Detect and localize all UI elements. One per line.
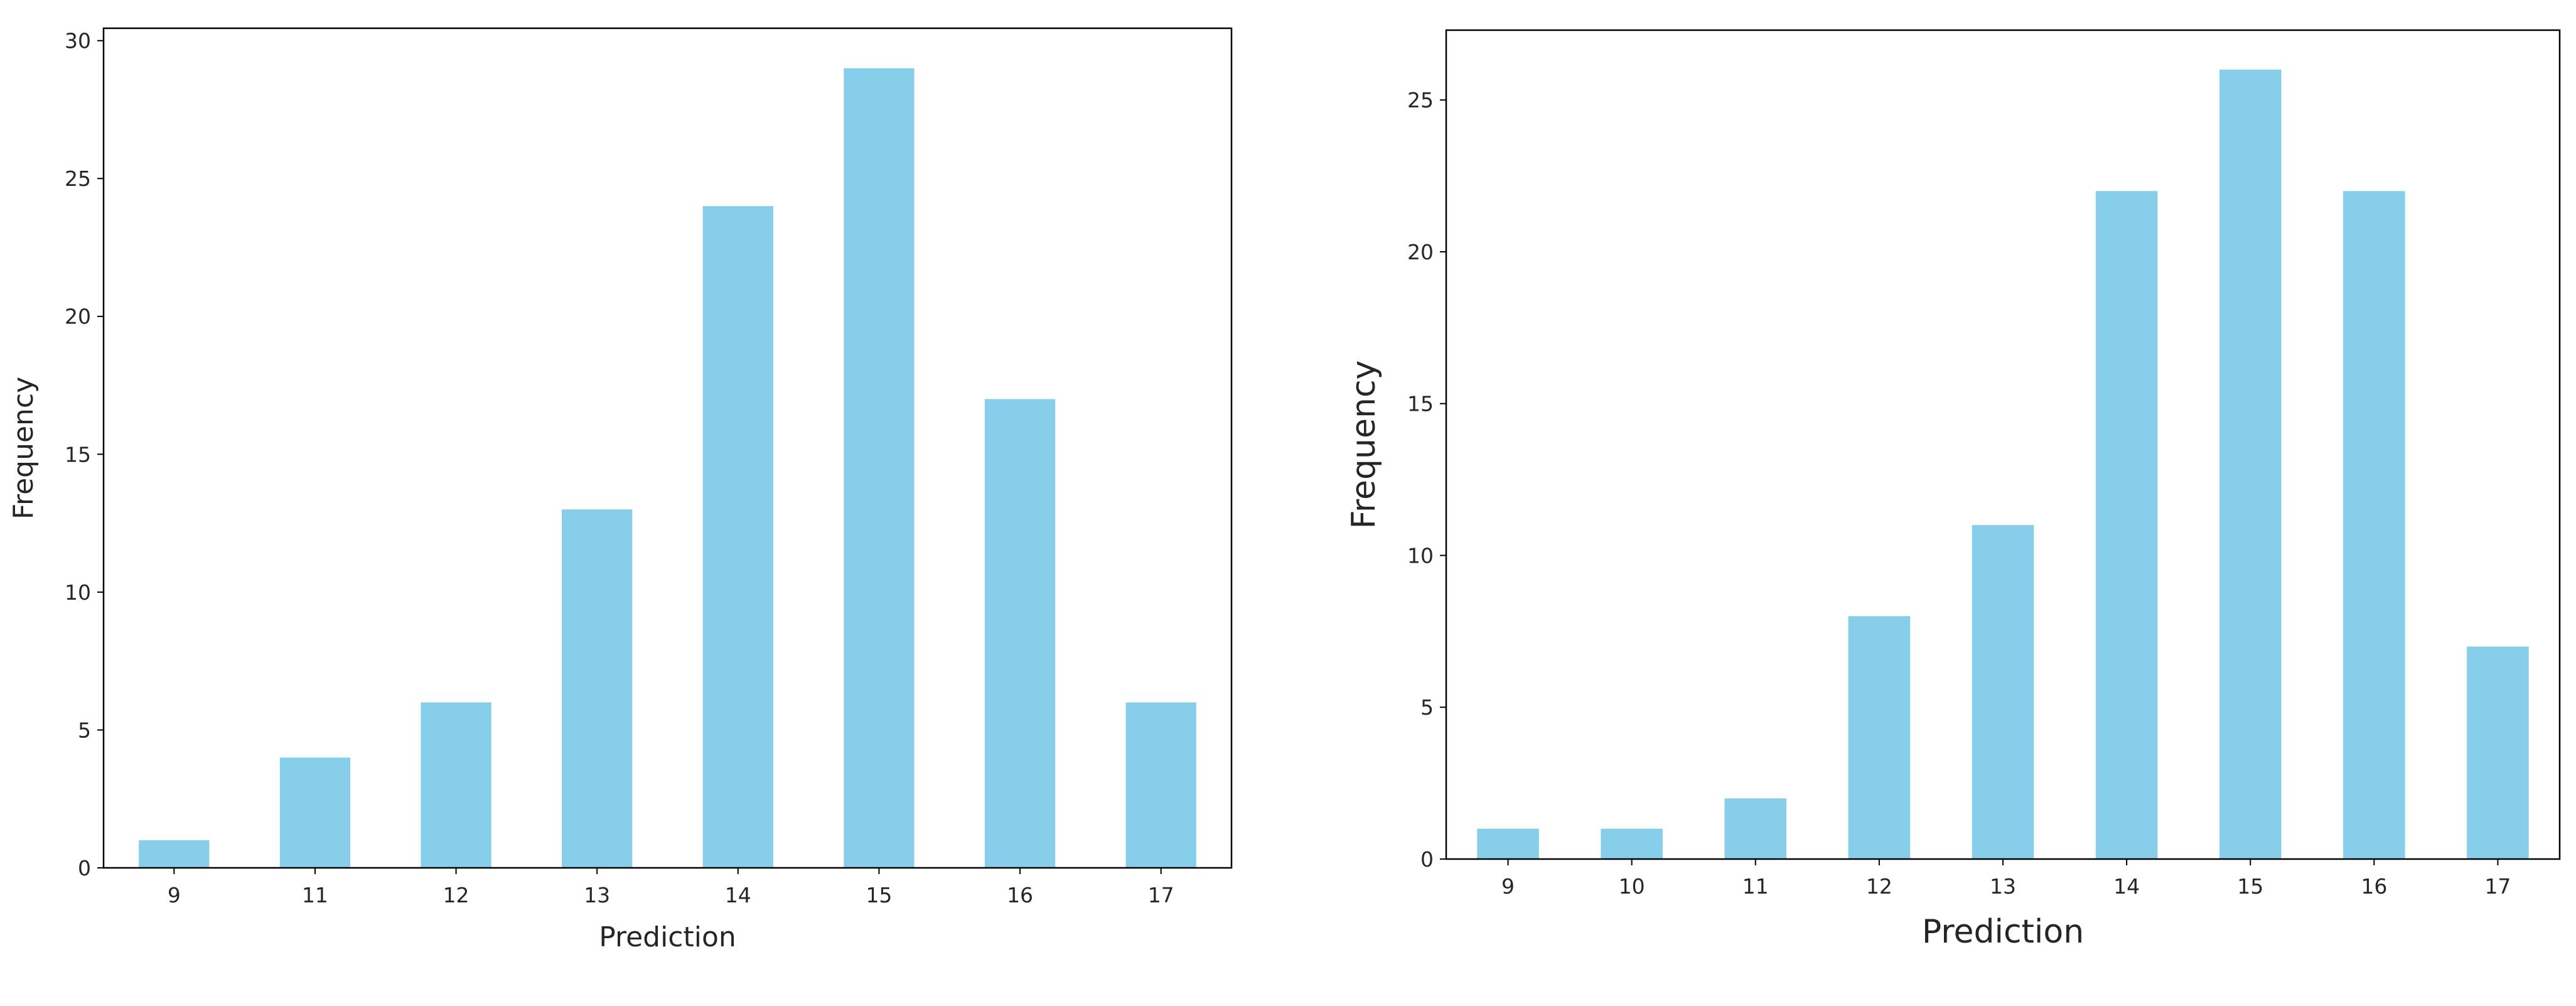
y-axis-label: Frequency [8, 377, 40, 519]
bar-14 [702, 206, 773, 868]
x-tick-label: 13 [584, 883, 610, 907]
bar-9 [139, 840, 210, 868]
x-tick-label: 9 [1501, 874, 1515, 899]
y-tick-label: 5 [78, 718, 91, 742]
y-tick-label: 25 [65, 166, 91, 191]
bar-17 [1125, 702, 1196, 868]
x-axis-label: Prediction [1922, 913, 2084, 951]
x-tick-label: 17 [1148, 883, 1174, 907]
bar-13 [1972, 525, 2034, 859]
bar-15 [844, 68, 915, 868]
bar-9 [1477, 828, 1539, 859]
y-tick-label: 10 [65, 580, 91, 605]
x-tick-label: 9 [168, 883, 181, 907]
x-tick-label: 16 [1007, 883, 1033, 907]
bar-16 [984, 399, 1056, 868]
y-axis-label: Frequency [1345, 360, 1383, 529]
axes-frame [102, 27, 1233, 869]
y-tick-label: 0 [1420, 847, 1434, 872]
x-tick-label: 12 [1866, 874, 1892, 899]
bar-17 [2467, 646, 2529, 859]
x-tick-label: 11 [302, 883, 328, 907]
y-tick-label: 20 [1407, 240, 1434, 264]
left-chart: 9 11 12 13 14 15 16 17 0 5 10 15 20 25 30 Prediction Fre… [8, 27, 1233, 953]
x-tick-label: 14 [2113, 874, 2140, 899]
x-tick-label: 16 [2361, 874, 2387, 899]
y-tick-label: 25 [1407, 88, 1434, 112]
x-tick-label: 13 [1990, 874, 2016, 899]
x-tick-label: 15 [866, 883, 892, 907]
y-tick-label: 20 [65, 305, 91, 329]
bar-12 [421, 702, 491, 868]
bar-12 [1848, 616, 1911, 859]
bar-11 [279, 757, 351, 868]
x-tick-label: 10 [1619, 874, 1645, 899]
right-chart: 9 10 11 12 13 14 15 16 17 0 5 10 15 20 25 Prediction Fre… [1345, 29, 2561, 951]
bar-10 [1601, 828, 1663, 859]
y-tick-label: 5 [1420, 695, 1434, 720]
y-tick-label: 15 [65, 442, 91, 467]
x-tick-label: 17 [2484, 874, 2511, 899]
y-tick-label: 30 [65, 29, 91, 53]
x-tick-label: 14 [725, 883, 751, 907]
bar-15 [2219, 69, 2282, 860]
bar-16 [2343, 191, 2405, 859]
x-axis-label: Prediction [599, 921, 736, 953]
bar-13 [562, 509, 633, 868]
y-tick-label: 10 [1407, 543, 1434, 568]
y-tick-label: 0 [78, 856, 91, 880]
x-tick-label: 12 [443, 883, 470, 907]
y-tick-label: 15 [1407, 392, 1434, 416]
bar-14 [2095, 191, 2158, 859]
x-tick-label: 15 [2237, 874, 2263, 899]
x-tick-label: 11 [1742, 874, 1769, 899]
bar-11 [1724, 798, 1787, 859]
